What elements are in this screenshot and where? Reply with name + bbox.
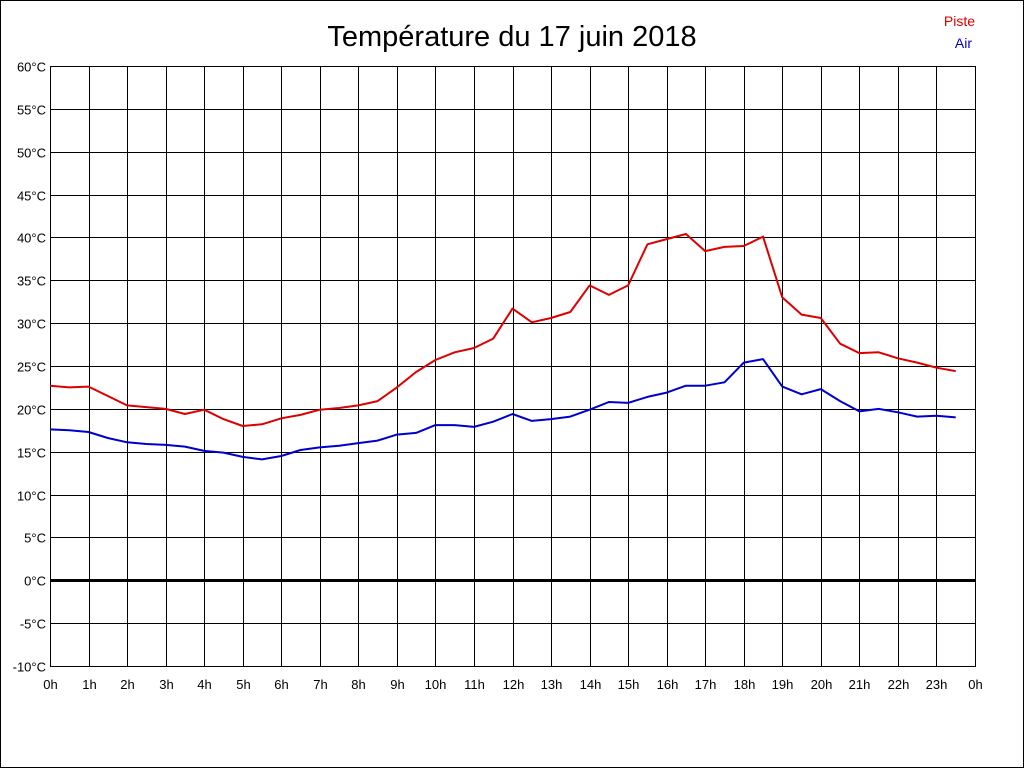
axis-tick-labels: 0h 1h 2h 3h 4h 5h 6h 7h 8h 9h 10h 11h 12h 13h 14h 15h 16… [13, 60, 983, 693]
y-tick-label: 20°C [17, 403, 46, 418]
x-tick-label: 15h [618, 677, 640, 692]
legend-entry-piste: Piste [944, 13, 975, 29]
x-tick-label: 21h [849, 677, 871, 692]
x-tick-label: 5h [236, 677, 250, 692]
y-tick-label: 60°C [17, 60, 46, 75]
series-line-air [49, 358, 956, 461]
y-tick-label: 35°C [17, 274, 46, 289]
x-tick-label: 1h [82, 677, 96, 692]
x-tick-label: 4h [197, 677, 211, 692]
grid [50, 66, 976, 667]
legend: Piste Air [944, 13, 975, 51]
x-tick-label: 16h [657, 677, 679, 692]
y-tick-label: 30°C [17, 317, 46, 332]
x-tick-label: 0h [43, 677, 57, 692]
y-tick-label: 50°C [17, 146, 46, 161]
y-tick-label: -10°C [13, 660, 46, 675]
y-tick-label: 10°C [17, 489, 46, 504]
series-line-piste [49, 233, 956, 427]
chart-title: Température du 17 juin 2018 [327, 21, 696, 53]
x-tick-label: 7h [313, 677, 327, 692]
x-tick-label: 19h [772, 677, 794, 692]
x-tick-label: 2h [120, 677, 134, 692]
x-tick-label: 23h [926, 677, 948, 692]
x-tick-label: 6h [274, 677, 288, 692]
x-tick-label: 20h [811, 677, 833, 692]
x-tick-label: 10h [425, 677, 447, 692]
x-tick-label: 18h [734, 677, 756, 692]
x-tick-label: 14h [580, 677, 602, 692]
y-tick-label: 55°C [17, 103, 46, 118]
y-tick-label: 25°C [17, 360, 46, 375]
x-tick-label: 8h [351, 677, 365, 692]
x-tick-label: 22h [888, 677, 910, 692]
y-tick-label: 40°C [17, 231, 46, 246]
y-tick-label: 0°C [24, 574, 46, 589]
y-tick-label: 15°C [17, 446, 46, 461]
x-tick-label: 0h [968, 677, 982, 692]
y-tick-label: 45°C [17, 189, 46, 204]
x-tick-label: 3h [159, 677, 173, 692]
plot-border [50, 66, 976, 667]
x-tick-label: 17h [695, 677, 717, 692]
x-tick-label: 13h [541, 677, 563, 692]
x-tick-label: 11h [464, 677, 485, 692]
series-lines [49, 233, 956, 461]
legend-entry-air: Air [955, 35, 972, 51]
x-tick-label: 12h [503, 677, 525, 692]
y-tick-label: 5°C [24, 531, 46, 546]
y-tick-label: -5°C [20, 617, 46, 632]
x-tick-label: 9h [390, 677, 404, 692]
